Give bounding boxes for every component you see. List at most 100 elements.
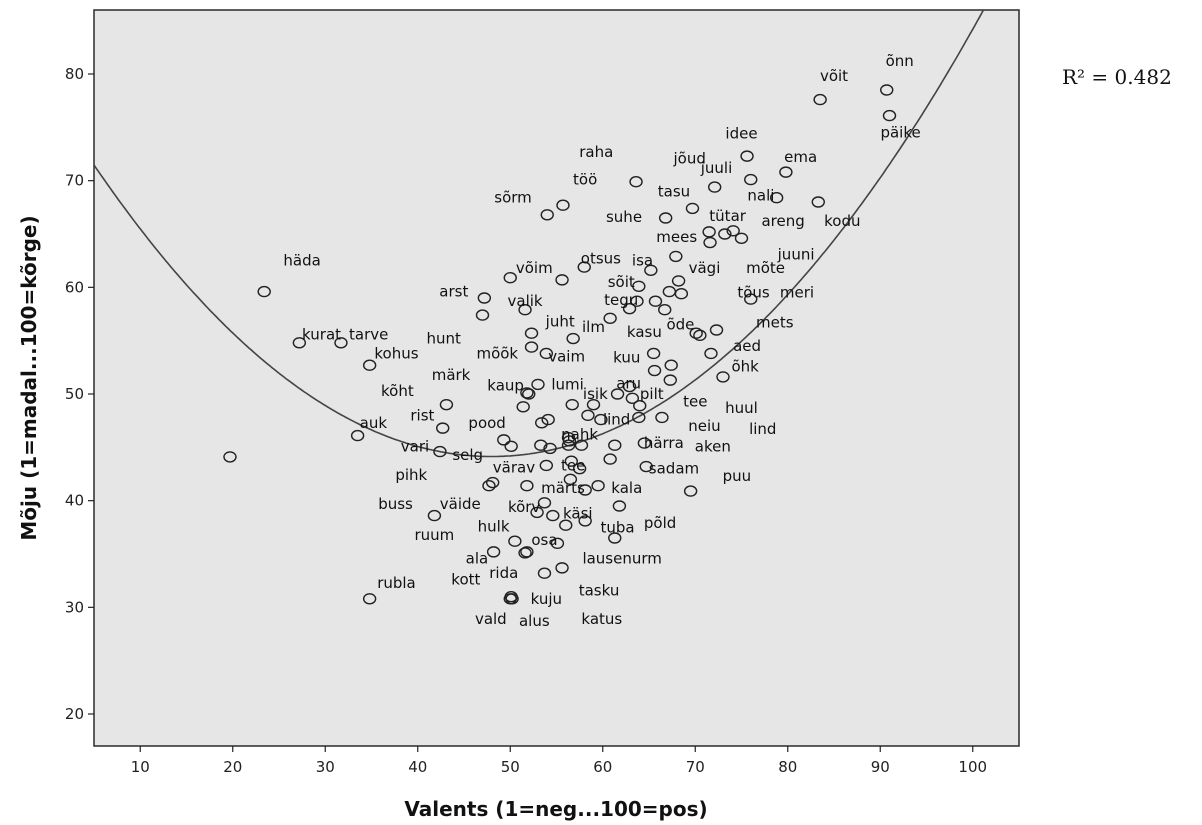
point-label: lumi bbox=[551, 375, 583, 393]
point-label: kaup bbox=[487, 376, 524, 394]
point-label: ema bbox=[784, 148, 817, 166]
x-tick-label: 60 bbox=[593, 758, 612, 776]
data-point bbox=[530, 506, 544, 519]
data-point bbox=[550, 537, 565, 550]
data-point bbox=[663, 374, 677, 386]
data-point bbox=[572, 462, 587, 475]
point-label: tee bbox=[683, 392, 707, 410]
data-point bbox=[520, 480, 534, 492]
data-point bbox=[497, 434, 511, 446]
data-point bbox=[482, 480, 496, 492]
data-point bbox=[350, 429, 365, 442]
data-point bbox=[362, 359, 377, 371]
point-label: kasu bbox=[627, 323, 662, 341]
data-point bbox=[658, 304, 672, 316]
data-point bbox=[709, 324, 724, 336]
point-label: lind bbox=[749, 420, 776, 438]
data-point bbox=[591, 480, 605, 492]
data-points-layer bbox=[223, 84, 897, 605]
point-label: raha bbox=[579, 143, 613, 161]
point-label: aed bbox=[733, 337, 761, 355]
y-tick-label: 40 bbox=[65, 492, 84, 510]
data-point bbox=[486, 546, 501, 558]
point-label: märts bbox=[541, 479, 585, 497]
data-point bbox=[505, 593, 519, 605]
point-label: sadam bbox=[649, 460, 699, 478]
point-label: rist bbox=[410, 406, 434, 424]
data-point bbox=[648, 295, 663, 307]
point-label: nahk bbox=[561, 426, 598, 444]
data-point bbox=[539, 347, 554, 360]
data-point bbox=[637, 437, 652, 449]
data-point bbox=[223, 451, 237, 463]
data-point bbox=[531, 378, 545, 391]
y-tick-label: 80 bbox=[65, 65, 84, 83]
y-tick-label: 20 bbox=[65, 705, 84, 723]
data-point bbox=[516, 401, 530, 413]
point-label: areng bbox=[761, 212, 804, 230]
data-point bbox=[520, 546, 534, 558]
data-point bbox=[630, 295, 644, 307]
data-point bbox=[683, 485, 698, 497]
point-label: võit bbox=[820, 67, 848, 85]
point-label: mõõk bbox=[476, 344, 518, 362]
data-point bbox=[504, 440, 518, 452]
point-label: juht bbox=[545, 312, 575, 330]
data-point bbox=[671, 275, 686, 287]
data-point bbox=[520, 387, 534, 399]
x-tick-label: 10 bbox=[131, 758, 150, 776]
data-point bbox=[540, 209, 554, 221]
point-label: pilt bbox=[640, 385, 664, 403]
data-point bbox=[655, 411, 669, 424]
point-label: kuu bbox=[613, 349, 640, 367]
point-label: õnn bbox=[886, 52, 914, 70]
data-point bbox=[537, 567, 552, 579]
data-point bbox=[577, 261, 591, 273]
data-point bbox=[578, 484, 592, 496]
data-point bbox=[522, 388, 536, 400]
data-point bbox=[518, 547, 532, 559]
x-tick-label: 90 bbox=[871, 758, 890, 776]
point-label: kott bbox=[451, 571, 480, 589]
data-point bbox=[564, 455, 578, 467]
point-label: tarve bbox=[349, 325, 388, 343]
data-point bbox=[524, 327, 539, 339]
data-point bbox=[702, 226, 716, 238]
data-point bbox=[664, 359, 678, 371]
point-label: kodu bbox=[824, 212, 860, 230]
data-point bbox=[693, 329, 707, 342]
r-squared-annotation: R² = 0.482 bbox=[1062, 65, 1172, 89]
point-label: õde bbox=[666, 316, 694, 334]
point-label: põld bbox=[644, 514, 676, 532]
data-point bbox=[744, 173, 758, 186]
point-label: tasku bbox=[579, 581, 620, 599]
data-point bbox=[541, 413, 555, 426]
point-label: juuni bbox=[777, 245, 815, 263]
data-point bbox=[669, 250, 683, 263]
data-point bbox=[485, 476, 500, 489]
x-tick-label: 70 bbox=[686, 758, 705, 776]
point-label: puu bbox=[723, 467, 752, 485]
data-point bbox=[646, 347, 661, 360]
point-label: tee bbox=[561, 456, 585, 474]
point-label: vägi bbox=[689, 259, 721, 277]
data-point bbox=[503, 272, 517, 284]
point-label: isik bbox=[583, 385, 608, 403]
point-label: mets bbox=[756, 314, 794, 332]
data-point bbox=[608, 439, 622, 451]
point-label: kõrv bbox=[508, 498, 540, 516]
x-tick-label: 100 bbox=[958, 758, 987, 776]
point-label: vari bbox=[401, 437, 429, 455]
data-point bbox=[439, 398, 454, 411]
data-point bbox=[524, 341, 539, 353]
y-tick-label: 50 bbox=[65, 385, 84, 403]
point-label: märk bbox=[432, 366, 471, 384]
point-label: töö bbox=[573, 171, 597, 189]
point-label: ala bbox=[466, 549, 489, 567]
x-tick-label: 30 bbox=[316, 758, 335, 776]
data-point bbox=[362, 593, 377, 605]
point-label: tõus bbox=[737, 284, 770, 302]
y-tick-label: 30 bbox=[65, 598, 84, 616]
data-point bbox=[508, 535, 522, 547]
